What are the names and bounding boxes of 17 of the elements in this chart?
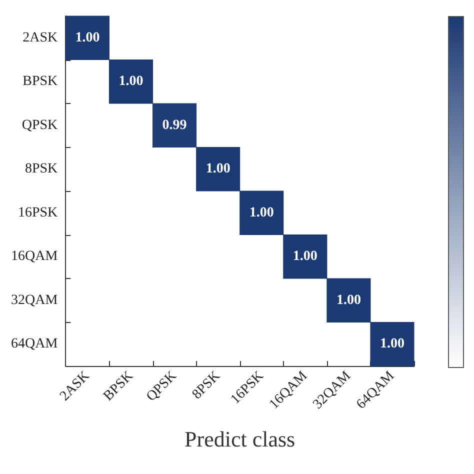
y-tick-label: 8PSK [24,162,58,177]
data-label: 1.00 [380,336,404,352]
y-tick-label: BPSK [22,74,58,90]
data-label: 1.00 [292,249,318,264]
data-label: 1.00 [336,292,361,308]
data-label: 1.00 [118,74,144,90]
y-tick-label: 32QAM [10,292,58,308]
data-label: 1.00 [75,30,100,46]
y-tick-label: QPSK [22,118,58,133]
data-label: 0.99 [162,118,187,133]
y-tick-label: 2ASK [22,30,58,46]
x-axis-title: Predict class [184,426,296,452]
y-tick-label: 16QAM [10,249,58,264]
y-tick-label: 64QAM [10,336,58,352]
data-label: 1.00 [249,205,274,220]
data-label: 1.00 [206,162,230,177]
y-tick-label: 16PSK [18,205,58,220]
